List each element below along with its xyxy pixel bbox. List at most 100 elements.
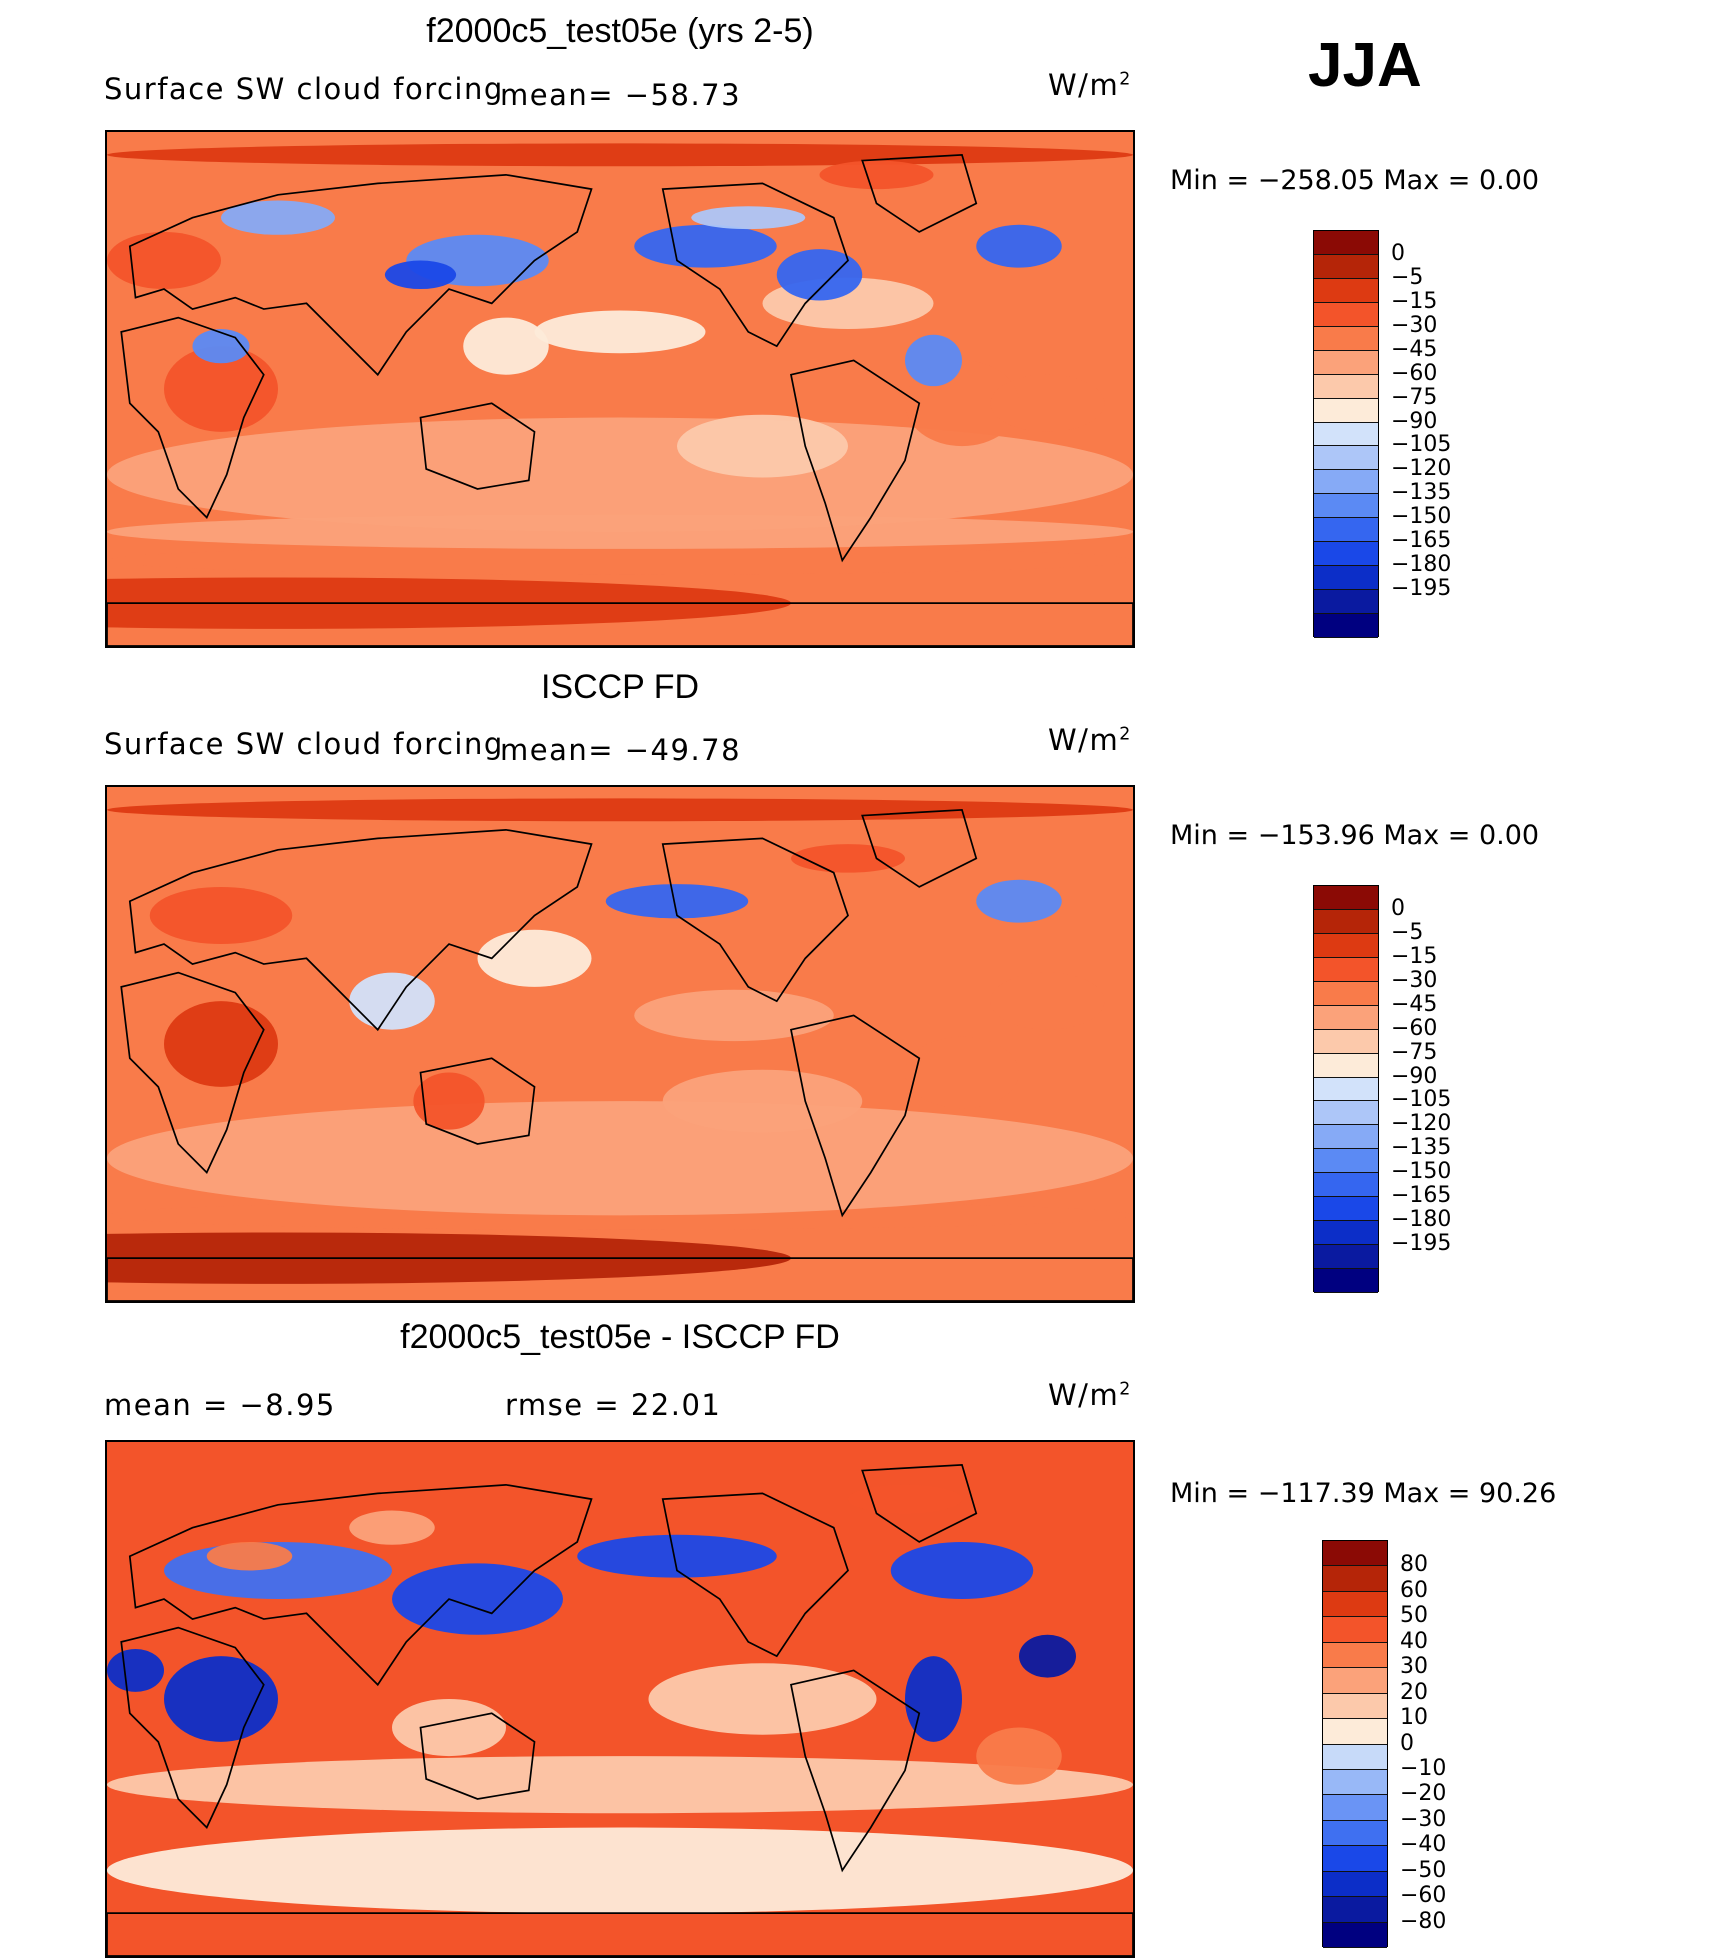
map-contour-region (107, 1649, 164, 1692)
colorbar-tick-label: 0 (1400, 1730, 1414, 1756)
colorbar-tick-label: −105 (1391, 1087, 1452, 1113)
colorbar-segment (1314, 909, 1378, 934)
colorbar-segment (1323, 1668, 1387, 1694)
coastline (419, 1712, 536, 1800)
colorbar-segment (1323, 1871, 1387, 1898)
colorbar-segment (1314, 374, 1378, 399)
map-contour-region (392, 1563, 563, 1635)
colorbar-tick-label: −50 (1400, 1857, 1447, 1883)
colorbar-tick-label: −195 (1391, 1231, 1452, 1257)
colorbar-tick-label: −30 (1400, 1806, 1447, 1832)
map-contour-region (477, 929, 592, 987)
colorbar-segment (1323, 1795, 1387, 1821)
colorbar-tick-label: −10 (1400, 1755, 1447, 1781)
colorbar-tick-label: −30 (1391, 312, 1438, 338)
map-contour-region (905, 1036, 1019, 1109)
colorbar-segment (1323, 1693, 1387, 1720)
colorbar-segment (1314, 1101, 1378, 1126)
panel-2-map (105, 785, 1135, 1303)
colorbar-segment (1314, 302, 1378, 327)
colorbar-segment (1314, 1125, 1378, 1150)
colorbar-segment (1314, 1053, 1378, 1078)
colorbar-tick-label: −165 (1391, 528, 1452, 554)
map-contour-region (791, 844, 905, 873)
map-contour-region (905, 334, 962, 387)
map-contour-region (634, 989, 834, 1042)
coastline (128, 828, 593, 1032)
colorbar-tick-label: −150 (1391, 1159, 1452, 1185)
colorbar-tick-label: −20 (1400, 1781, 1447, 1807)
colorbar-segment (1314, 350, 1378, 375)
colorbar-tick-label: −60 (1400, 1883, 1447, 1909)
colorbar-segment (1314, 590, 1378, 615)
map-contour-region (107, 231, 221, 290)
colorbar-segment (1323, 1617, 1387, 1643)
panel-2-variable-label: Surface SW cloud forcing (104, 727, 504, 761)
colorbar-segment (1314, 981, 1378, 1006)
colorbar-segment (1314, 518, 1378, 543)
colorbar-segment (1314, 1029, 1378, 1054)
coastline (128, 1483, 593, 1687)
map-contour-region (384, 260, 457, 290)
panel-2-stats: Min = −153.96 Max = 0.00 (1170, 820, 1540, 851)
map-contour-region (413, 1072, 485, 1130)
coastline (861, 808, 978, 888)
map-contour-region (164, 346, 278, 432)
colorbar-segment (1314, 278, 1378, 303)
panel-2-units: W/m2 (1048, 723, 1132, 757)
coastline (661, 182, 849, 348)
panel-1-variable-label: Surface SW cloud forcing (104, 72, 504, 106)
colorbar-segment (1314, 1221, 1378, 1246)
colorbar-tick-label: 80 (1400, 1552, 1428, 1578)
colorbar-segment (1314, 957, 1378, 982)
colorbar-tick-label: −5 (1391, 264, 1424, 290)
map-contour-region (976, 879, 1062, 923)
coastline (789, 359, 921, 563)
colorbar-segment (1314, 1269, 1378, 1293)
colorbar-tick-label: −75 (1391, 384, 1438, 410)
colorbar-segment (1323, 1591, 1387, 1618)
panel-1-map-field (107, 132, 1133, 646)
panel-3-mean-label: mean = −8.95 (104, 1388, 336, 1422)
colorbar-tick-label: −90 (1391, 408, 1438, 434)
panel-3-title: f2000c5_test05e - ISCCP FD (400, 1318, 840, 1356)
colorbar-segment (1314, 422, 1378, 447)
map-contour-region (349, 972, 435, 1030)
map-contour-region (107, 1756, 1133, 1814)
panel-1-title: f2000c5_test05e (yrs 2-5) (426, 12, 814, 50)
colorbar-segment (1314, 886, 1378, 910)
colorbar-tick-label: −165 (1391, 1183, 1452, 1209)
panel-1-stats: Min = −258.05 Max = 0.00 (1170, 165, 1540, 196)
colorbar-tick-label: 40 (1400, 1628, 1428, 1654)
colorbar-segment (1314, 494, 1378, 519)
map-contour-region (605, 884, 749, 919)
colorbar-segment (1314, 614, 1378, 638)
coastline (789, 1014, 921, 1218)
colorbar-segment (1314, 566, 1378, 591)
map-contour-region (819, 160, 934, 190)
colorbar-segment (1314, 1005, 1378, 1030)
map-contour-region (976, 224, 1062, 268)
colorbar-segment (1314, 933, 1378, 958)
map-contour-region (463, 317, 549, 375)
colorbar-segment (1323, 1541, 1387, 1567)
panel-3-map (105, 1440, 1135, 1958)
map-contour-region (534, 310, 706, 354)
map-contour-region (164, 1001, 278, 1087)
colorbar-segment (1314, 231, 1378, 255)
colorbar-tick-label: −60 (1391, 360, 1438, 386)
colorbar-segment (1314, 1245, 1378, 1270)
colorbar-tick-label: −75 (1391, 1039, 1438, 1065)
panel-3-stats: Min = −117.39 Max = 90.26 (1170, 1478, 1557, 1509)
colorbar-segment (1314, 446, 1378, 471)
map-contour-region (662, 1069, 863, 1133)
colorbar-segment (1323, 1769, 1387, 1796)
colorbar-segment (1323, 1846, 1387, 1872)
colorbar-segment (1314, 398, 1378, 423)
coastline (419, 1057, 536, 1145)
map-contour-region (149, 886, 293, 945)
colorbar-tick-label: −120 (1391, 1111, 1452, 1137)
colorbar-tick-label: −150 (1391, 504, 1452, 530)
colorbar-tick-label: 0 (1391, 895, 1405, 921)
colorbar-tick-label: 10 (1400, 1705, 1428, 1731)
